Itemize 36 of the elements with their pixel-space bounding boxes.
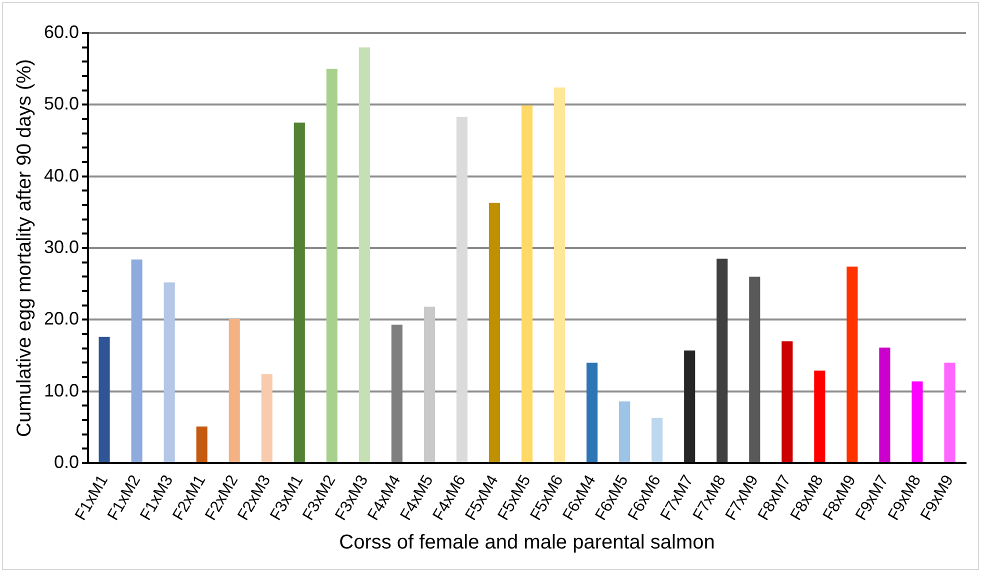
bar	[944, 362, 956, 462]
bar	[196, 426, 208, 462]
bar	[391, 324, 402, 462]
y-tick-label: 20.0	[44, 308, 80, 329]
bar	[846, 266, 858, 462]
bar	[879, 348, 890, 462]
bar	[456, 116, 468, 462]
y-tick-label: 60.0	[44, 22, 80, 42]
bar	[912, 381, 923, 462]
bar	[586, 362, 598, 462]
bar	[554, 87, 566, 462]
y-tick-label: 0.0	[54, 452, 80, 472]
bar	[652, 418, 663, 462]
bar	[619, 401, 630, 462]
y-tick-label: 30.0	[44, 236, 80, 257]
y-axis-title: Cumulative egg mortality after 90 days (%)	[14, 59, 36, 437]
y-tick-label: 10.0	[44, 380, 80, 400]
bar	[488, 202, 500, 462]
bar	[326, 68, 338, 462]
bar	[424, 306, 435, 462]
bar	[358, 47, 370, 462]
y-tick-label: 40.0	[44, 165, 80, 186]
bar	[782, 341, 793, 462]
bar	[164, 282, 175, 462]
bar	[814, 370, 826, 462]
x-axis-title: Corss of female and male parental salmon	[339, 532, 715, 554]
bar	[228, 318, 240, 462]
y-tick-label: 50.0	[44, 94, 80, 114]
bar	[261, 374, 272, 462]
bar	[749, 276, 760, 462]
bar	[521, 105, 533, 462]
bar	[98, 336, 110, 462]
bar	[131, 259, 142, 462]
bar	[716, 258, 728, 462]
bar	[294, 122, 305, 462]
bar	[684, 350, 696, 462]
